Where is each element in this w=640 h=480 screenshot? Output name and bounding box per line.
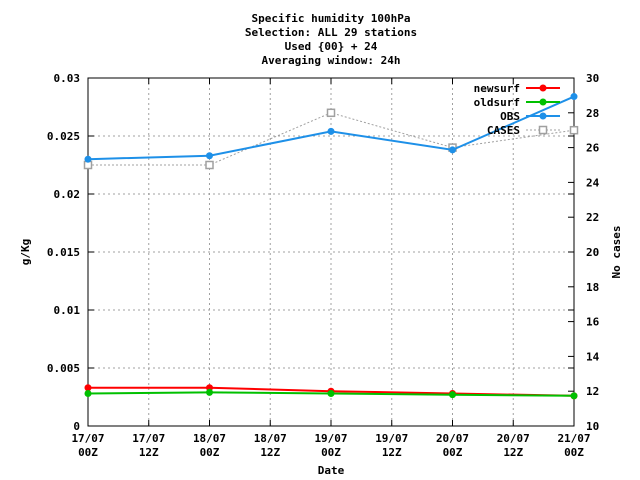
legend-label-oldsurf: oldsurf xyxy=(474,96,520,109)
x-tick-label: 19/07 xyxy=(375,432,408,445)
data-point-obs xyxy=(84,155,92,163)
legend-label-obs: OBS xyxy=(500,110,520,123)
data-point-oldsurf xyxy=(449,391,456,399)
data-point-oldsurf xyxy=(84,390,92,398)
y2-tick-label: 18 xyxy=(586,281,599,294)
chart-title-line: Averaging window: 24h xyxy=(261,54,400,67)
y2-tick-label: 12 xyxy=(586,385,599,398)
data-point-obs xyxy=(206,152,213,160)
data-point-obs xyxy=(327,127,335,135)
x-tick-label: 21/07 xyxy=(557,432,590,445)
data-point-obs xyxy=(570,93,578,101)
legend-swatch-marker xyxy=(539,98,547,106)
x-tick-label: 00Z xyxy=(321,446,341,459)
x-tick-label: 12Z xyxy=(503,446,523,459)
data-point-newsurf xyxy=(84,384,92,392)
x-tick-label: 20/07 xyxy=(497,432,530,445)
legend-swatch-marker xyxy=(539,84,547,92)
x-axis-ticks: 17/0700Z17/0712Z18/0700Z18/0712Z19/0700Z… xyxy=(71,78,591,459)
data-point-oldsurf xyxy=(570,392,578,400)
y2-tick-label: 10 xyxy=(586,420,599,433)
x-tick-label: 00Z xyxy=(443,446,463,459)
x-tick-label: 20/07 xyxy=(436,432,469,445)
y2-tick-label: 16 xyxy=(586,316,600,329)
x-tick-label: 18/07 xyxy=(193,432,226,445)
data-point-cases xyxy=(569,125,579,135)
y-tick-label: 0 xyxy=(73,420,80,433)
legend-label-cases: CASES xyxy=(487,124,520,137)
x-tick-label: 12Z xyxy=(260,446,280,459)
y-tick-label: 0.015 xyxy=(47,246,80,259)
legend-swatch-marker xyxy=(539,112,547,120)
y2-tick-label: 24 xyxy=(586,176,600,189)
x-tick-label: 17/07 xyxy=(71,432,104,445)
y2-tick-label: 20 xyxy=(586,246,599,259)
chart-title-line: Selection: ALL 29 stations xyxy=(245,26,417,39)
y2-tick-label: 26 xyxy=(586,142,600,155)
x-tick-label: 17/07 xyxy=(132,432,165,445)
x-tick-label: 12Z xyxy=(139,446,159,459)
x-tick-label: 18/07 xyxy=(254,432,287,445)
y2-tick-label: 22 xyxy=(586,211,599,224)
series xyxy=(83,93,579,400)
legend-swatch-marker xyxy=(538,125,548,135)
x-tick-label: 00Z xyxy=(200,446,220,459)
y-axis-ticks: 0 0.005 0.01 0.015 0.02 0.025 0.03 xyxy=(47,72,574,433)
y2-tick-label: 14 xyxy=(586,350,600,363)
data-point-oldsurf xyxy=(327,390,335,398)
y2-tick-label: 28 xyxy=(586,107,599,120)
y2-axis-label: No cases xyxy=(610,226,623,279)
grid-lines xyxy=(88,78,574,426)
legend-label-newsurf: newsurf xyxy=(474,82,520,95)
x-axis-label: Date xyxy=(318,464,345,477)
data-point-cases xyxy=(326,108,336,118)
chart-title-line: Used {00} + 24 xyxy=(285,40,378,53)
y-tick-label: 0.005 xyxy=(47,362,80,375)
y2-axis-ticks: 10 12 14 16 18 20 22 24 26 28 30 xyxy=(568,72,600,433)
y-tick-label: 0.03 xyxy=(54,72,81,85)
chart-title-line: Specific humidity 100hPa xyxy=(252,12,411,25)
x-tick-label: 00Z xyxy=(564,446,584,459)
x-tick-label: 12Z xyxy=(382,446,402,459)
y-tick-label: 0.01 xyxy=(54,304,81,317)
x-tick-label: 00Z xyxy=(78,446,98,459)
y-axis-label: g/Kg xyxy=(19,239,32,266)
x-tick-label: 19/07 xyxy=(314,432,347,445)
data-point-oldsurf xyxy=(206,388,213,396)
data-point-cases xyxy=(205,160,214,170)
y-tick-label: 0.025 xyxy=(47,130,80,143)
data-point-obs xyxy=(449,146,456,154)
y2-tick-label: 30 xyxy=(586,72,599,85)
y-tick-label: 0.02 xyxy=(54,188,81,201)
